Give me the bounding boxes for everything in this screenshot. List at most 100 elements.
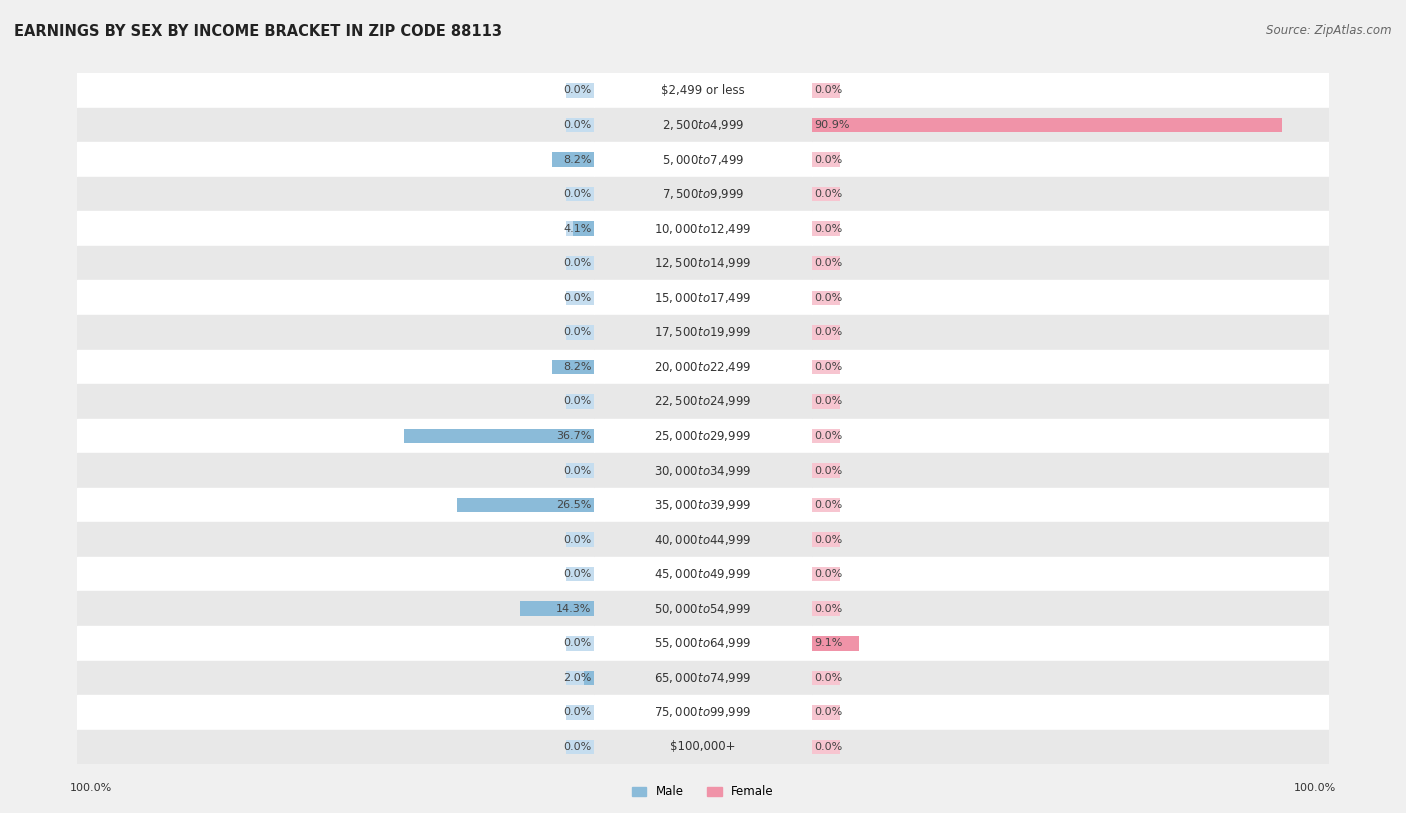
Bar: [813, 315, 1329, 350]
Text: 0.0%: 0.0%: [814, 569, 842, 579]
Bar: [565, 290, 593, 305]
Bar: [77, 315, 593, 350]
Bar: [565, 498, 593, 512]
Text: 0.0%: 0.0%: [564, 397, 592, 406]
Bar: [813, 740, 841, 754]
Text: $40,000 to $44,999: $40,000 to $44,999: [654, 533, 752, 546]
Bar: [813, 118, 1282, 133]
Bar: [593, 419, 813, 453]
Bar: [593, 176, 813, 211]
Bar: [813, 142, 1329, 176]
Bar: [405, 428, 593, 443]
Bar: [77, 280, 593, 315]
Bar: [565, 567, 593, 581]
Bar: [565, 705, 593, 720]
Bar: [813, 325, 841, 340]
Bar: [813, 557, 1329, 591]
Bar: [593, 453, 813, 488]
Bar: [593, 660, 813, 695]
Text: EARNINGS BY SEX BY INCOME BRACKET IN ZIP CODE 88113: EARNINGS BY SEX BY INCOME BRACKET IN ZIP…: [14, 24, 502, 39]
Bar: [813, 176, 1329, 211]
Bar: [565, 118, 593, 133]
Bar: [565, 394, 593, 409]
Bar: [813, 453, 1329, 488]
Bar: [593, 522, 813, 557]
Text: $65,000 to $74,999: $65,000 to $74,999: [654, 671, 752, 685]
Bar: [813, 533, 841, 547]
Bar: [813, 394, 841, 409]
Text: $22,500 to $24,999: $22,500 to $24,999: [654, 394, 752, 408]
Text: 100.0%: 100.0%: [1294, 783, 1336, 793]
Bar: [565, 740, 593, 754]
Bar: [813, 488, 1329, 522]
Bar: [813, 280, 1329, 315]
Bar: [77, 626, 593, 660]
Bar: [593, 350, 813, 384]
Text: 0.0%: 0.0%: [814, 673, 842, 683]
Bar: [565, 636, 593, 650]
Text: $50,000 to $54,999: $50,000 to $54,999: [654, 602, 752, 615]
Text: 0.0%: 0.0%: [564, 259, 592, 268]
Text: 2.0%: 2.0%: [562, 673, 592, 683]
Bar: [565, 428, 593, 443]
Text: 0.0%: 0.0%: [564, 707, 592, 717]
Text: $75,000 to $99,999: $75,000 to $99,999: [654, 706, 752, 720]
Bar: [77, 557, 593, 591]
Bar: [565, 325, 593, 340]
Bar: [813, 187, 841, 202]
Text: 0.0%: 0.0%: [814, 224, 842, 233]
Text: 0.0%: 0.0%: [564, 120, 592, 130]
Bar: [593, 280, 813, 315]
Bar: [813, 152, 841, 167]
Bar: [565, 152, 593, 167]
Text: 0.0%: 0.0%: [814, 431, 842, 441]
Bar: [77, 211, 593, 246]
Bar: [77, 488, 593, 522]
Text: 0.0%: 0.0%: [814, 293, 842, 302]
Text: $2,499 or less: $2,499 or less: [661, 84, 745, 97]
Text: 4.1%: 4.1%: [562, 224, 592, 233]
Text: 0.0%: 0.0%: [814, 500, 842, 510]
Bar: [593, 626, 813, 660]
Bar: [813, 246, 1329, 280]
Bar: [77, 107, 593, 142]
Text: 0.0%: 0.0%: [564, 742, 592, 752]
Bar: [565, 533, 593, 547]
Text: 0.0%: 0.0%: [814, 604, 842, 614]
Text: 36.7%: 36.7%: [557, 431, 592, 441]
Bar: [593, 695, 813, 730]
Text: 100.0%: 100.0%: [70, 783, 112, 793]
Text: 0.0%: 0.0%: [814, 707, 842, 717]
Text: 0.0%: 0.0%: [814, 397, 842, 406]
Bar: [77, 142, 593, 176]
Bar: [813, 660, 1329, 695]
Bar: [77, 73, 593, 107]
Text: 8.2%: 8.2%: [562, 154, 592, 164]
Text: 0.0%: 0.0%: [814, 328, 842, 337]
Bar: [813, 419, 1329, 453]
Bar: [565, 359, 593, 374]
Bar: [593, 246, 813, 280]
Bar: [77, 522, 593, 557]
Bar: [593, 557, 813, 591]
Text: $30,000 to $34,999: $30,000 to $34,999: [654, 463, 752, 477]
Text: 0.0%: 0.0%: [564, 293, 592, 302]
Bar: [593, 73, 813, 107]
Bar: [77, 176, 593, 211]
Text: 0.0%: 0.0%: [564, 328, 592, 337]
Text: 0.0%: 0.0%: [564, 638, 592, 648]
Bar: [813, 636, 859, 650]
Bar: [813, 498, 841, 512]
Bar: [813, 384, 1329, 419]
Bar: [551, 152, 593, 167]
Bar: [77, 246, 593, 280]
Text: 90.9%: 90.9%: [814, 120, 851, 130]
Bar: [457, 498, 593, 512]
Text: 0.0%: 0.0%: [564, 466, 592, 476]
Bar: [551, 359, 593, 374]
Bar: [813, 118, 841, 133]
Bar: [813, 359, 841, 374]
Bar: [593, 384, 813, 419]
Bar: [520, 602, 593, 616]
Bar: [593, 730, 813, 764]
